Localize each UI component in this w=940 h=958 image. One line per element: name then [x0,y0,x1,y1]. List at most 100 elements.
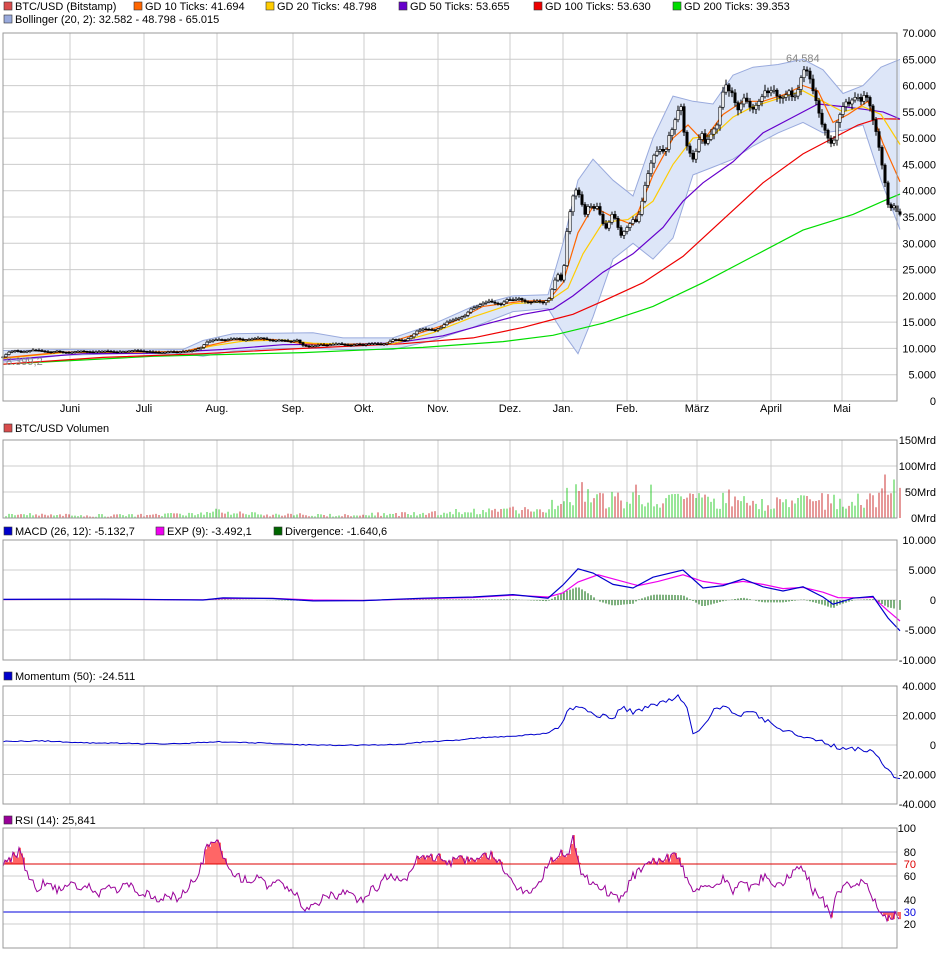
candle-body [406,338,410,341]
candle-body [814,90,818,101]
candle-body [781,97,785,99]
ytick-macd-0: -10.000 [899,655,936,667]
candle-body [841,106,845,115]
candle-body [850,99,854,105]
candle-body [220,339,224,341]
candle-body [34,349,38,352]
candle-body [208,340,212,343]
ytick-macd-4: 10.000 [902,535,936,547]
candle-body [883,164,887,184]
legend-price-3-swatch [398,1,408,11]
candle-body [550,288,554,299]
candle-body [61,351,65,353]
candle-body [370,343,374,345]
legend-price-1-swatch [133,1,143,11]
candle-body [646,173,650,186]
rsi-line [2,834,900,923]
candle-body [19,351,23,353]
candle-body [460,316,464,319]
ytick-momentum-2: 0 [930,740,936,752]
candle-body [481,302,485,306]
candle-body [373,343,377,345]
legend-price-4-label: GD 100 Ticks: 53.630 [545,1,651,13]
candle-body [217,339,221,341]
candle-body [79,350,83,353]
candle-body [517,298,521,300]
candle-body [256,337,260,340]
rsi-overzone-fill [5,835,901,922]
candle-body [388,341,392,344]
candle-body [736,102,740,111]
ytick-price-10: 50.000 [902,133,936,145]
candle-body [565,231,569,266]
candle-body [445,321,449,326]
candle-body [325,344,329,347]
price-candles [1,65,902,359]
candle-body [169,351,173,353]
candle-body [718,106,722,126]
candle-body [115,351,119,354]
candle-body [871,105,875,121]
candle-body [178,351,182,354]
xtick-month-6: Dez. [499,403,522,415]
candle-body [667,135,671,150]
candle-body [127,350,131,353]
candle-body [43,350,47,353]
candle-body [205,341,209,346]
candle-body [730,90,734,94]
candle-body [301,342,305,346]
candle-body [598,206,602,215]
candle-body [70,351,74,354]
candle-body [334,343,338,346]
candle-body [235,338,239,340]
panel-frame-momentum [2,685,898,805]
candle-body [106,350,110,353]
candle-body [436,328,440,331]
ytick-volume-2: 100Mrd [899,461,936,473]
legend-bollinger-label: Bollinger (20, 2): 32.582 - 48.798 - 65.… [15,14,219,26]
ytick-volume-3: 150Mrd [899,435,936,447]
candle-body [196,348,200,351]
ytick-rsi-0: 20 [904,919,916,931]
candle-body [760,96,764,102]
candle-body [661,149,665,152]
candle-body [469,308,473,313]
candle-body [733,92,737,103]
candle-body [364,343,368,346]
candle-body [688,145,692,154]
legend-macd-2-swatch [273,526,283,536]
candle-body [376,343,380,345]
candle-body [493,301,497,304]
candle-body [367,343,371,345]
candle-body [769,90,773,94]
candle-body [793,95,797,98]
candle-body [463,315,467,317]
candle-body [442,324,446,328]
candle-body [727,84,731,92]
candle-body [430,329,434,331]
xtick-month-3: Sep. [282,403,305,415]
candle-body [244,339,248,342]
legend-macd-1-swatch [155,526,165,536]
candle-body [715,124,719,130]
candle-body [748,101,752,108]
candle-body [490,300,494,303]
candle-body [94,351,98,354]
candle-body [562,265,566,281]
panel-frame-volume [2,439,898,519]
ytick-macd-3: 5.000 [908,565,936,577]
candle-body [199,347,203,349]
candle-body [157,352,161,354]
candle-body [76,351,80,353]
xtick-month-7: Jan. [553,403,574,415]
candle-body [100,351,104,353]
candle-body [259,337,263,340]
candle-body [343,343,347,346]
candle-body [607,221,611,229]
candle-body [52,351,56,353]
candle-body [508,299,512,301]
candle-body [358,343,362,346]
candle-body [571,195,575,213]
candle-body [427,328,431,331]
ytick-momentum-1: -20.000 [899,770,936,782]
